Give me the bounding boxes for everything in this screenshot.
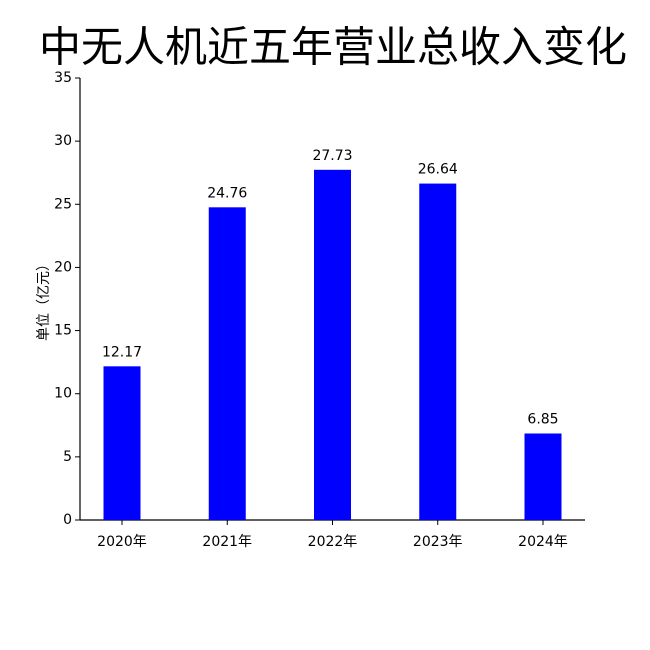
bar [103,366,141,520]
bar [524,433,562,520]
y-tick-label: 10 [54,386,72,402]
x-tick-label: 2023年 [413,534,463,550]
data-label: 12.17 [102,344,142,360]
x-tick-label: 2022年 [308,534,358,550]
data-label: 24.76 [207,185,247,201]
y-axis-label: 单位（亿元） [36,257,52,341]
chart-title: 中无人机近五年营业总收入变化 [39,23,627,72]
x-tick-label: 2020年 [97,534,147,550]
y-tick-label: 20 [54,259,72,275]
y-tick-label: 25 [54,196,72,212]
y-tick-label: 15 [54,323,72,339]
y-tick-label: 5 [63,449,72,465]
x-tick-label: 2021年 [202,534,252,550]
data-label: 6.85 [527,411,558,427]
y-tick-label: 35 [54,70,72,86]
bar [419,183,457,520]
data-label: 26.64 [418,162,458,178]
bar [314,169,351,521]
bar [208,207,246,520]
data-label: 27.73 [312,148,352,164]
y-tick-label: 0 [63,512,72,528]
x-tick-label: 2024年 [518,534,568,550]
y-tick-label: 30 [54,133,72,149]
